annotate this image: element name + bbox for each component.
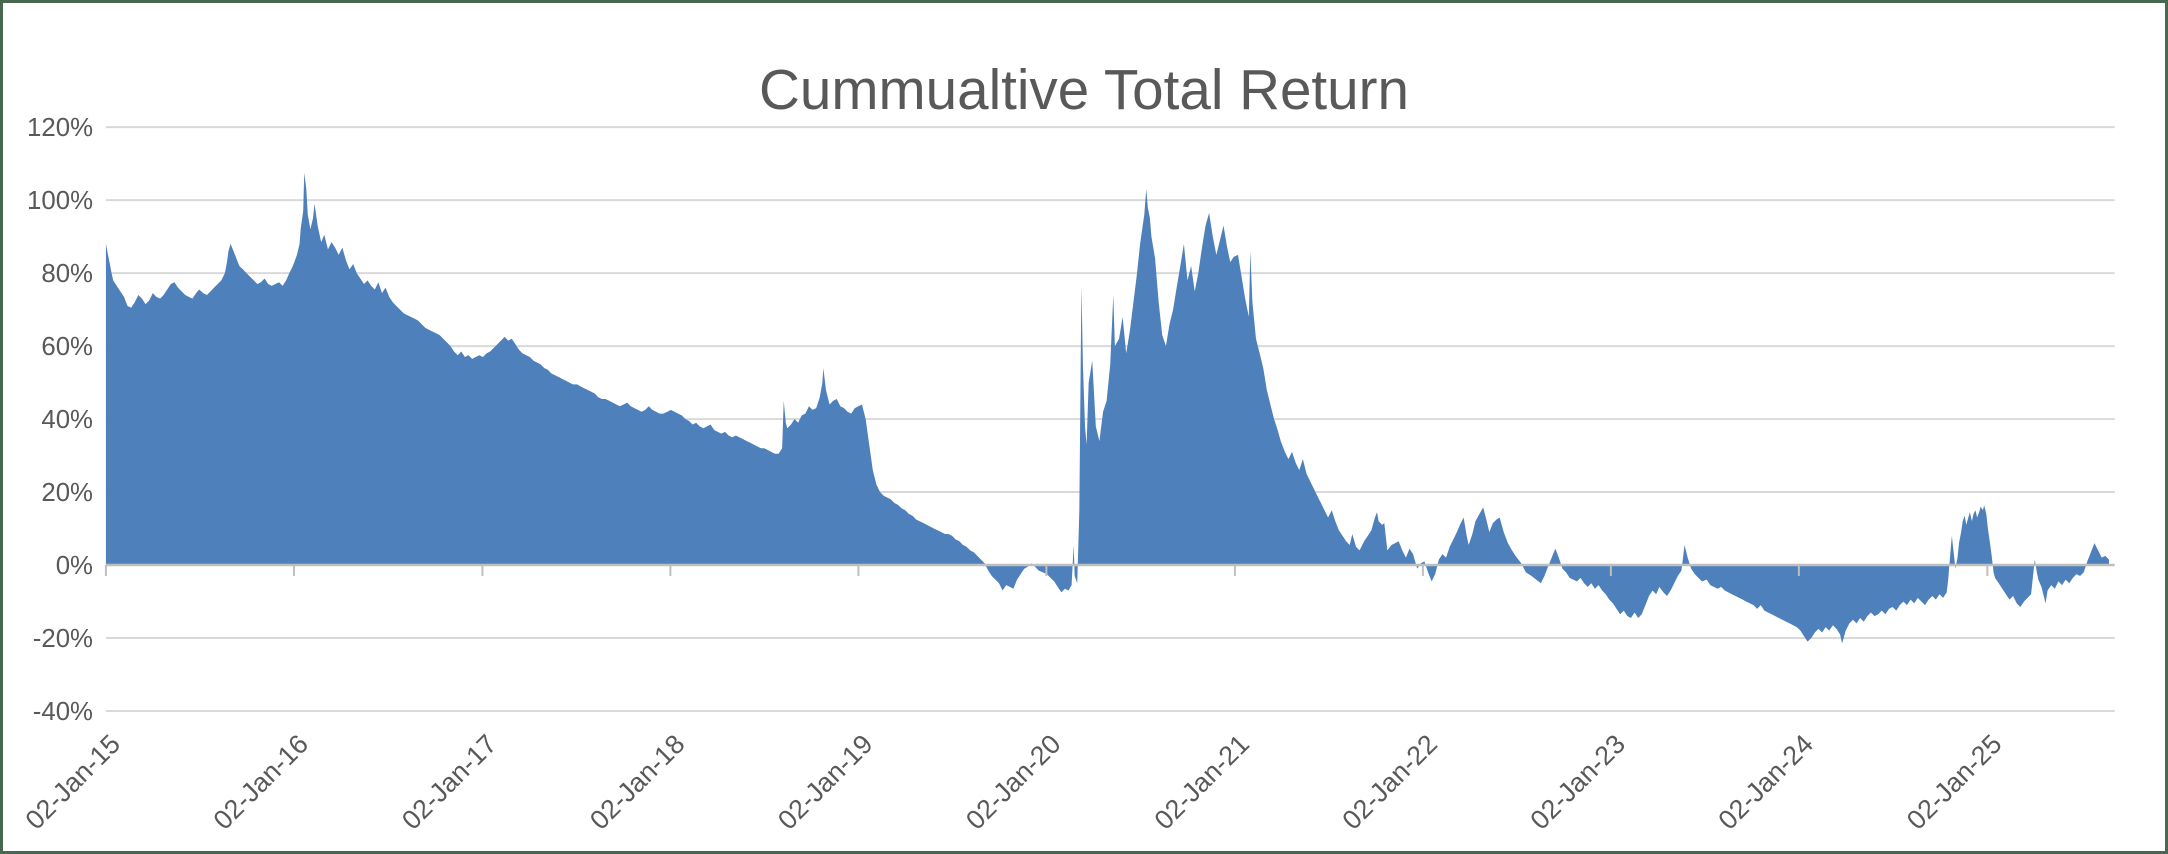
area-series-group <box>105 172 2109 644</box>
y-axis-label: 60% <box>41 333 93 361</box>
y-axis-label: 20% <box>41 479 93 507</box>
x-axis-label: 02-Jan-23 <box>1524 729 1631 836</box>
y-axis-label: 0% <box>56 552 93 580</box>
x-axis-labels: 02-Jan-15 02-Jan-16 02-Jan-17 02-Jan-18 02-J… <box>20 729 2008 836</box>
x-axis-label: 02-Jan-19 <box>772 729 879 836</box>
y-axis-label: 40% <box>41 406 93 434</box>
x-axis-label: 02-Jan-20 <box>960 729 1067 836</box>
x-axis-label: 02-Jan-21 <box>1148 729 1255 836</box>
x-axis-label: 02-Jan-24 <box>1712 729 1819 836</box>
y-axis-label: 100% <box>27 187 93 215</box>
y-axis-label: 120% <box>27 114 93 142</box>
y-axis-label: -40% <box>33 698 93 726</box>
cumulative-return-chart: 120% 100% 80% 60% 40% 20% 0% -20% -40% 02-Jan-15… <box>20 58 2115 836</box>
x-axis-label: 02-Jan-16 <box>207 729 314 836</box>
x-axis-label: 02-Jan-18 <box>584 729 691 836</box>
chart-title: Cummualtive Total Return <box>759 58 1409 121</box>
y-axis-label: -20% <box>33 625 93 653</box>
x-axis-label: 02-Jan-15 <box>20 729 127 836</box>
y-axis-labels: 120% 100% 80% 60% 40% 20% 0% -20% -40% <box>27 114 93 726</box>
x-axis <box>104 563 2115 576</box>
area-series <box>105 172 2109 644</box>
x-axis-label: 02-Jan-17 <box>396 729 503 836</box>
y-axis-label: 80% <box>41 260 93 288</box>
x-axis-label: 02-Jan-22 <box>1336 729 1443 836</box>
x-axis-label: 02-Jan-25 <box>1901 729 2008 836</box>
